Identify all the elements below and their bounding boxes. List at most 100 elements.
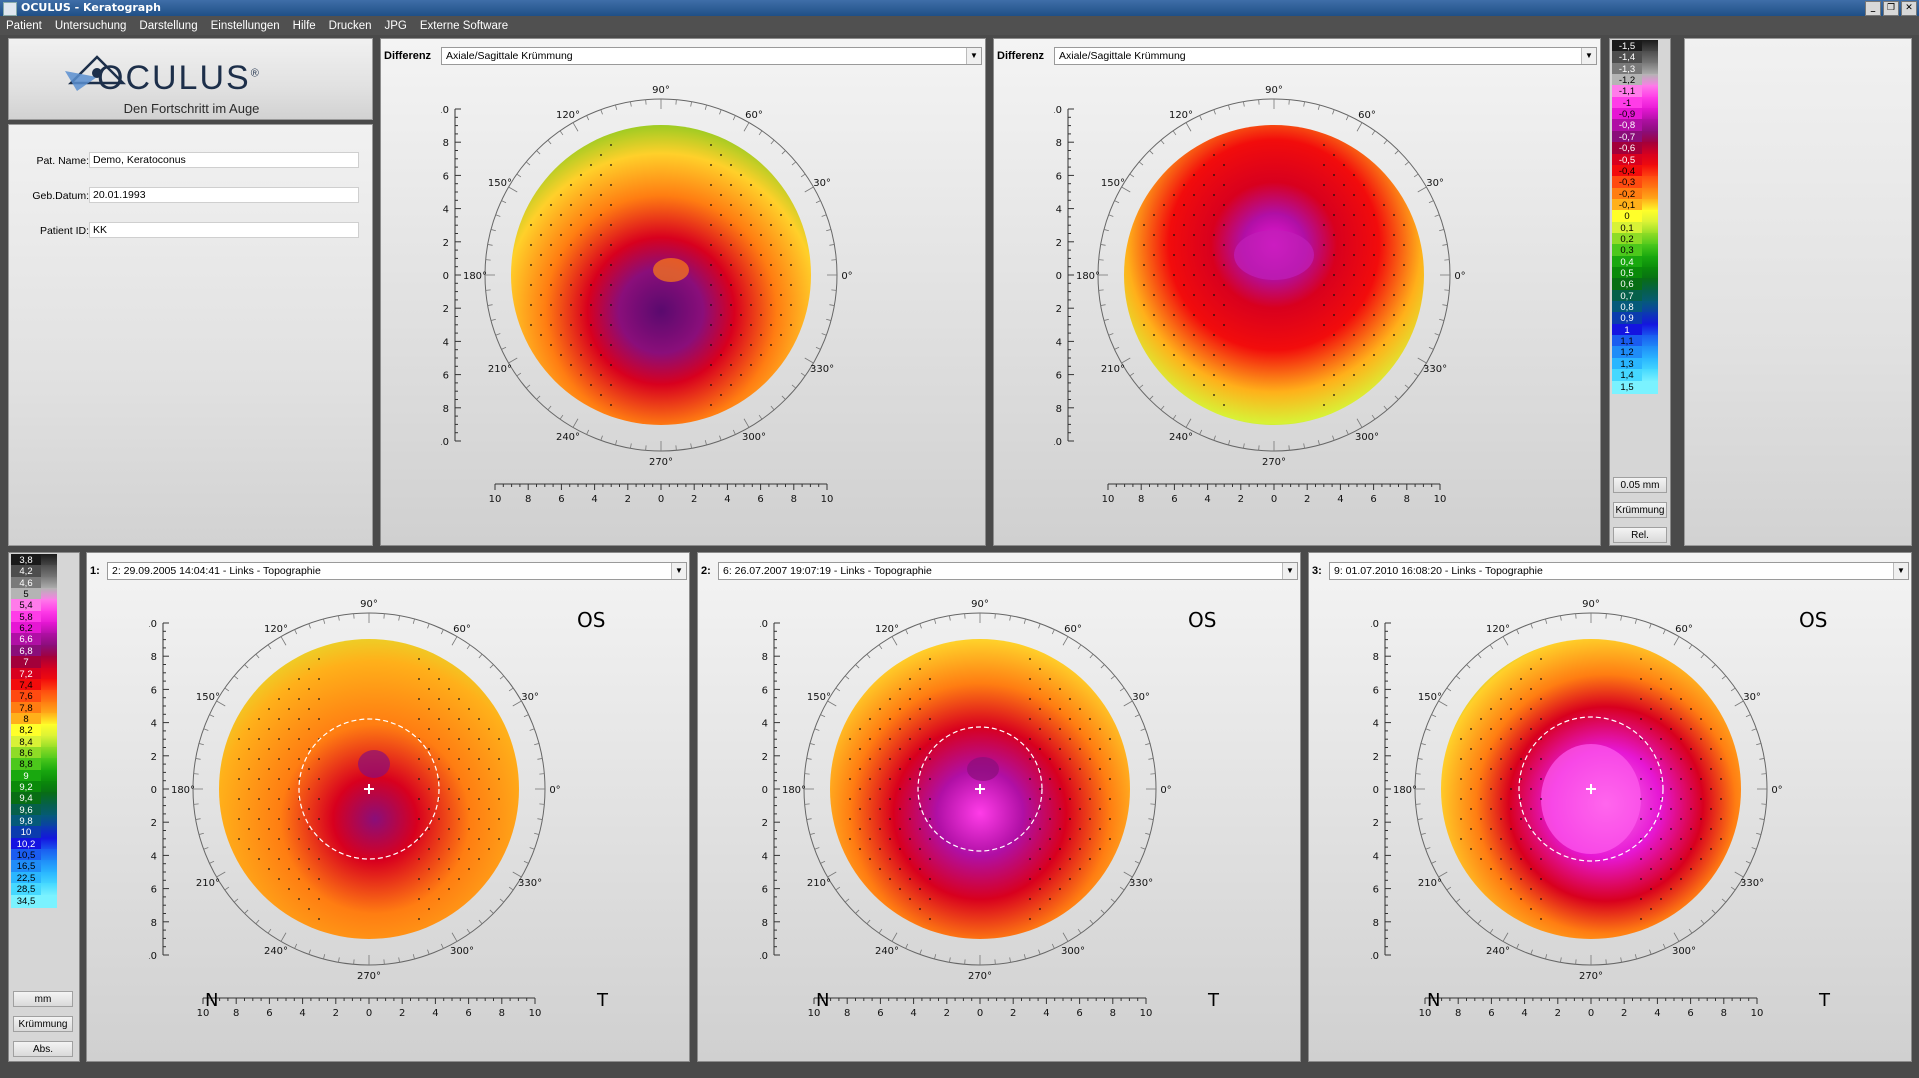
ring-tick	[1516, 629, 1520, 635]
scale-mode-button[interactable]: Rel.	[1613, 527, 1667, 543]
ring-tick	[478, 653, 483, 659]
ring-tick	[512, 871, 522, 878]
scale-gradient-swatch	[41, 871, 57, 885]
angle-label: 300°	[1061, 946, 1085, 957]
scale-entry: 28,5	[11, 883, 57, 897]
ring-tick	[1009, 615, 1011, 621]
scale-entry: 0,8	[1612, 301, 1658, 315]
scale-entry: 9,4	[11, 792, 57, 806]
scale-gradient-swatch	[41, 554, 57, 567]
scale-entry: 8,6	[11, 746, 57, 760]
ring-tick	[905, 629, 909, 635]
ring-tick	[440, 943, 444, 949]
ring-tick	[1751, 847, 1757, 850]
y-tick-label: 2	[1056, 238, 1062, 249]
scale-type-button[interactable]: Krümmung	[1613, 502, 1667, 518]
topography-map[interactable]: 90° 60° 30° 0° 330° 300° 270° 240° 210° 180° 150° 1…	[760, 583, 1200, 1033]
exam-panel-number: 3:	[1312, 565, 1322, 577]
menu-drucken[interactable]: Drucken	[328, 19, 372, 32]
scale-value-label: -0,2	[1612, 187, 1642, 201]
window-titlebar: OCULUS - Keratograph _ ❐ ✕	[0, 0, 1919, 16]
topography-map[interactable]: 90° 60° 30° 0° 330° 300° 270° 240° 210° 180° 150° 1…	[149, 583, 589, 1033]
restore-button[interactable]: ❐	[1883, 1, 1899, 16]
exam-select[interactable]: 2: 29.09.2005 14:04:41 - Links - Topogra…	[107, 562, 687, 580]
ring-tick	[949, 957, 951, 963]
chevron-down-icon[interactable]: ▼	[966, 48, 981, 64]
chevron-down-icon[interactable]: ▼	[671, 563, 686, 579]
ring-tick	[1730, 886, 1736, 891]
menu-einstellungen[interactable]: Einstellungen	[210, 19, 280, 32]
topography-map[interactable]: 90° 60° 30° 0° 330° 300° 270° 240° 210° 180° 150° 1…	[1371, 583, 1811, 1033]
scale-entry: 1	[1612, 323, 1658, 337]
nasal-label: N	[205, 990, 219, 1011]
app-icon	[3, 2, 17, 16]
y-tick-label: 2	[151, 818, 157, 829]
chevron-down-icon[interactable]: ▼	[1581, 48, 1596, 64]
angle-label: 120°	[1486, 624, 1510, 635]
close-button[interactable]: ✕	[1901, 1, 1917, 16]
exam-select[interactable]: 6: 26.07.2007 19:07:19 - Links - Topogra…	[718, 562, 1298, 580]
exam-select-value: 2: 29.09.2005 14:04:41 - Links - Topogra…	[112, 565, 321, 577]
scale-entry: -0,3	[1612, 176, 1658, 190]
scale-gradient-swatch	[1642, 244, 1658, 258]
scale-step-button[interactable]: 0.05 mm	[1613, 477, 1667, 493]
ring-tick	[338, 957, 340, 963]
angle-label: 180°	[463, 271, 487, 282]
chevron-down-icon[interactable]: ▼	[1893, 563, 1908, 579]
scale-value-label: 1,3	[1612, 357, 1642, 371]
patient-dob-field[interactable]	[89, 187, 359, 203]
scale-unit-button[interactable]: mm	[13, 991, 73, 1007]
scale-gradient-swatch	[41, 815, 57, 829]
y-tick-label: 8	[762, 918, 768, 929]
y-tick-label: 6	[1056, 171, 1062, 182]
scale-value-label: 0,6	[1612, 278, 1642, 292]
menu-untersuchung[interactable]: Untersuchung	[54, 19, 127, 32]
ring-tick	[216, 871, 226, 878]
menu-patient[interactable]: Patient	[6, 19, 42, 32]
ring-tick	[1138, 161, 1144, 166]
difference-map-mode-select[interactable]: Axiale/Sagittale Krümmung ▼	[441, 47, 982, 65]
x-tick-label: 4	[1043, 1008, 1049, 1019]
pupil-circle	[1518, 716, 1664, 862]
y-tick-label: 8	[151, 652, 157, 663]
menu-darstellung[interactable]: Darstellung	[139, 19, 198, 32]
scale-gradient-swatch	[41, 860, 57, 874]
ring-tick	[294, 943, 298, 949]
scale-entry: 0,9	[1612, 312, 1658, 326]
exam-select[interactable]: 9: 01.07.2010 16:08:20 - Links - Topogra…	[1329, 562, 1909, 580]
scale-type-button[interactable]: Krümmung	[13, 1016, 73, 1032]
ring-tick	[1711, 909, 1716, 914]
angle-label: 0°	[841, 271, 852, 282]
scale-mode-button[interactable]: Abs.	[13, 1041, 73, 1057]
scale-value-label: -0,4	[1612, 164, 1642, 178]
scale-gradient-swatch	[41, 599, 57, 613]
scale-value-label: -1,3	[1612, 62, 1642, 76]
menu-externe-software[interactable]: Externe Software	[419, 19, 509, 32]
y-tick-label: 6	[1373, 685, 1379, 696]
menu-jpg[interactable]: JPG	[384, 19, 407, 32]
scale-gradient-swatch	[41, 894, 57, 908]
scale-gradient-swatch	[1642, 108, 1658, 122]
chevron-down-icon[interactable]: ▼	[1282, 563, 1297, 579]
difference-topography-map[interactable]: 90° 60° 30° 0° 330° 300° 270° 240° 210° 180° 150° 1…	[1054, 69, 1494, 519]
ring-tick	[1649, 623, 1652, 629]
difference-map-mode-select[interactable]: Axiale/Sagittale Krümmung ▼	[1054, 47, 1597, 65]
scale-value-label: 8	[11, 712, 41, 726]
difference-topography-map[interactable]: 90° 60° 30° 0° 330° 300° 270° 240° 210° 180° 150° 1…	[441, 69, 881, 519]
x-tick-label: 2	[1555, 1008, 1561, 1019]
menu-hilfe[interactable]: Hilfe	[292, 19, 316, 32]
patient-id-field[interactable]	[89, 222, 359, 238]
scale-entry: 16,5	[11, 860, 57, 874]
ring-tick	[891, 636, 898, 646]
ring-tick	[1502, 932, 1509, 942]
angle-label: 300°	[742, 432, 766, 443]
patient-name-field[interactable]	[89, 152, 359, 168]
scale-value-label: 9,6	[11, 803, 41, 817]
scale-value-label: 8,4	[11, 735, 41, 749]
minimize-button[interactable]: _	[1865, 1, 1881, 16]
ring-tick	[398, 957, 400, 963]
angle-label: 180°	[171, 785, 195, 796]
scale-value-label: 9	[11, 769, 41, 783]
ring-tick	[255, 919, 260, 925]
ring-tick	[615, 440, 618, 446]
